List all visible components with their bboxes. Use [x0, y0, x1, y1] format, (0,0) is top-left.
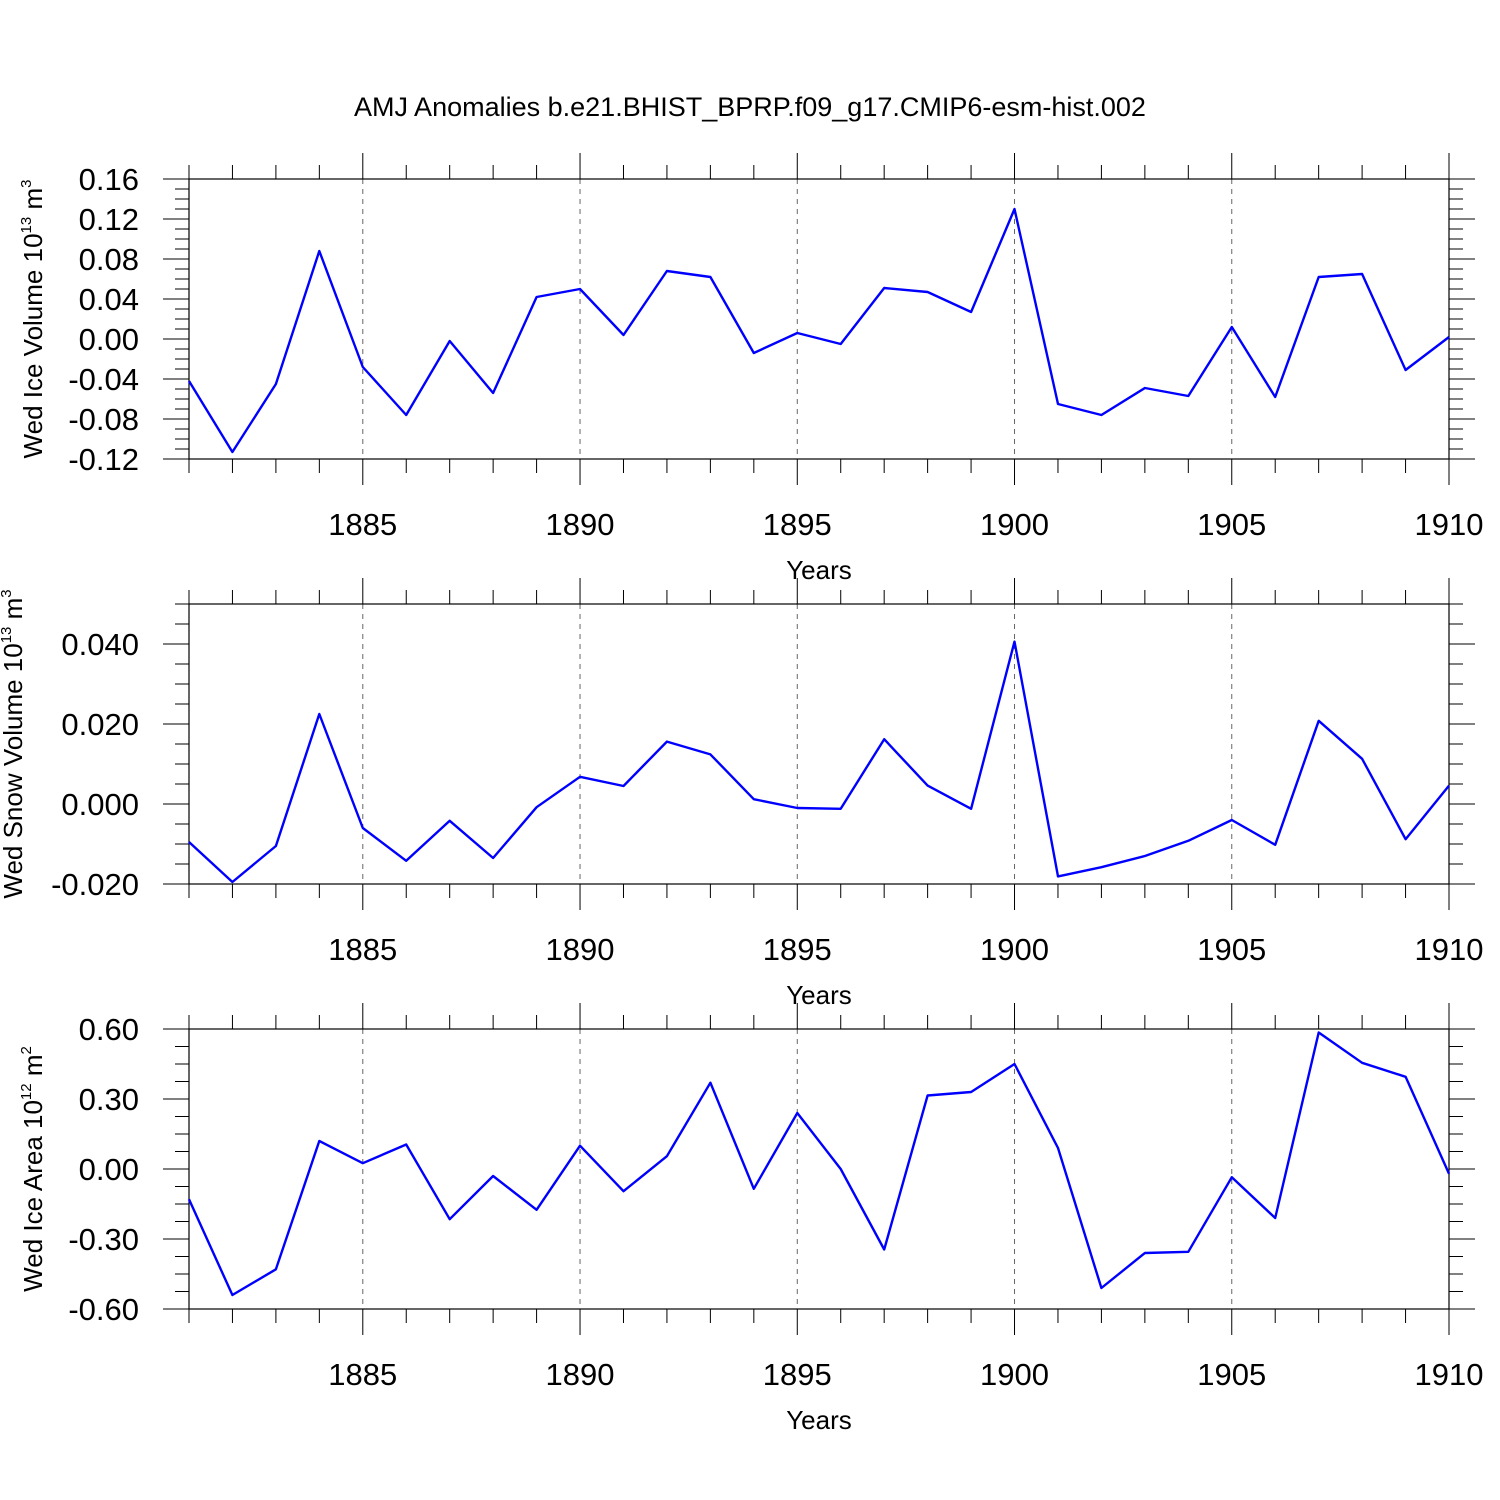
plot-frame [188, 603, 1450, 885]
y-tick-label: 0.00 [79, 322, 139, 357]
y-axis-label-part: Wed Ice Volume 10 [18, 233, 48, 458]
series-line [187, 1031, 1451, 1297]
y-axis-label-part: m [0, 598, 28, 627]
y-tick-label: -0.04 [68, 362, 139, 397]
x-tick-label: 1895 [763, 1357, 832, 1392]
x-tick-label: 1900 [980, 507, 1049, 542]
x-tick-label: 1900 [980, 1357, 1049, 1392]
y-axis-label-superscript: 13 [0, 627, 15, 644]
panels: -0.12 -0.08 -0.04 0.00 0.04 0.08 0.12 0.16 1885 1… [0, 153, 1483, 1435]
y-axis-label-part: m [18, 1055, 48, 1084]
series-line [188, 640, 1450, 884]
chart-panel-2: -0.020 0.000 0.020 0.040 1885 1890 1895 1900 190… [0, 578, 1483, 1010]
x-tick-label: 1890 [546, 507, 615, 542]
y-axis-label: Wed Ice Volume 1013 m3 [18, 180, 48, 459]
y-tick-label: -0.60 [68, 1292, 139, 1327]
x-axis-label: Years [786, 980, 852, 1010]
y-tick-label: 0.08 [79, 242, 139, 277]
y-axis-label-superscript: 13 [18, 217, 35, 234]
x-tick-label: 1910 [1415, 1357, 1484, 1392]
y-axis-label-superscript: 3 [0, 589, 15, 597]
y-tick-label: 0.12 [79, 202, 139, 237]
y-tick-label: 0.040 [61, 627, 139, 662]
x-tick-label: 1905 [1197, 932, 1266, 967]
plot-frame [188, 178, 1450, 460]
y-tick-label: 0.30 [79, 1082, 139, 1117]
y-tick-label: -0.12 [68, 442, 139, 477]
chart-panel-3: -0.60 -0.30 0.00 0.30 0.60 1885 1890 1895 1900 19… [18, 1003, 1483, 1435]
y-axis-label-part: Wed Ice Area 10 [18, 1100, 48, 1292]
x-tick-label: 1905 [1197, 507, 1266, 542]
x-tick-label: 1910 [1415, 932, 1484, 967]
x-tick-label: 1885 [328, 932, 397, 967]
y-tick-label: -0.30 [68, 1222, 139, 1257]
x-axis-label: Years [786, 555, 852, 585]
plot-frame [188, 1028, 1450, 1310]
x-tick-label: 1885 [328, 507, 397, 542]
y-tick-label: -0.020 [51, 867, 139, 902]
x-tick-label: 1895 [763, 507, 832, 542]
x-tick-label: 1885 [328, 1357, 397, 1392]
y-axis-label-superscript: 3 [18, 180, 35, 188]
x-tick-label: 1900 [980, 932, 1049, 967]
x-tick-label: 1895 [763, 932, 832, 967]
y-tick-label: 0.00 [79, 1152, 139, 1187]
y-tick-label: 0.000 [61, 787, 139, 822]
figure-title: AMJ Anomalies b.e21.BHIST_BPRP.f09_g17.C… [354, 92, 1146, 122]
x-tick-label: 1890 [546, 1357, 615, 1392]
y-axis-label-part: m [18, 188, 48, 217]
x-tick-label: 1910 [1415, 507, 1484, 542]
y-axis-label: Wed Ice Area 1012 m2 [18, 1046, 48, 1292]
y-axis-label-part: Wed Snow Volume 10 [0, 643, 28, 898]
y-axis-label-superscript: 12 [18, 1083, 35, 1100]
x-tick-label: 1905 [1197, 1357, 1266, 1392]
x-tick-label: 1890 [546, 932, 615, 967]
y-axis-label-superscript: 2 [18, 1046, 35, 1054]
y-tick-label: 0.04 [79, 282, 139, 317]
y-tick-label: 0.60 [79, 1012, 139, 1047]
x-axis-label: Years [786, 1405, 852, 1435]
y-tick-label: -0.08 [68, 402, 139, 437]
chart-panel-1: -0.12 -0.08 -0.04 0.00 0.04 0.08 0.12 0.16 1885 1… [18, 153, 1483, 585]
y-axis-label: Wed Snow Volume 1013 m3 [0, 589, 28, 898]
y-tick-label: 0.16 [79, 162, 139, 197]
y-tick-label: 0.020 [61, 707, 139, 742]
series-line [187, 207, 1450, 454]
